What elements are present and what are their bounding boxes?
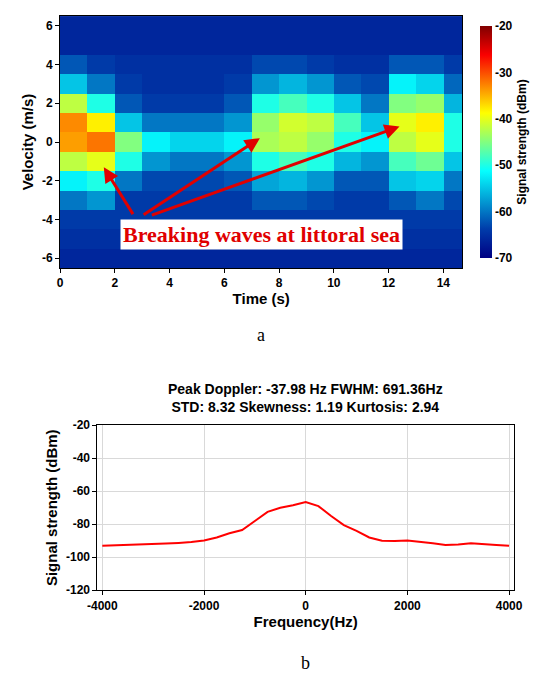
svg-text:12: 12 — [382, 276, 396, 290]
svg-text:0: 0 — [46, 135, 53, 149]
svg-text:-2: -2 — [42, 174, 53, 188]
svg-text:Signal strength (dBm): Signal strength (dBm) — [43, 429, 60, 586]
svg-text:-6: -6 — [42, 251, 53, 265]
svg-text:-60: -60 — [495, 205, 513, 219]
svg-text:a: a — [257, 325, 265, 345]
svg-text:Signal strength (dBm): Signal strength (dBm) — [515, 79, 529, 204]
svg-text:14: 14 — [437, 276, 451, 290]
svg-text:Peak Doppler: -37.98 Hz FWHM:: Peak Doppler: -37.98 Hz FWHM: 691.36HzST… — [168, 381, 443, 415]
svg-text:-100: -100 — [66, 550, 90, 564]
svg-text:-70: -70 — [495, 251, 513, 265]
svg-text:Time (s): Time (s) — [233, 290, 290, 307]
svg-text:-60: -60 — [73, 484, 91, 498]
svg-text:-4000: -4000 — [87, 599, 118, 613]
svg-text:4000: 4000 — [496, 599, 523, 613]
svg-text:-80: -80 — [73, 517, 91, 531]
svg-text:-2000: -2000 — [189, 599, 220, 613]
svg-text:-120: -120 — [66, 583, 90, 597]
svg-text:-20: -20 — [495, 19, 513, 33]
svg-text:-4: -4 — [42, 213, 53, 227]
svg-text:0: 0 — [302, 599, 309, 613]
svg-text:-20: -20 — [73, 418, 91, 432]
svg-text:-50: -50 — [495, 158, 513, 172]
svg-text:-40: -40 — [495, 112, 513, 126]
svg-text:2: 2 — [46, 96, 53, 110]
svg-text:10: 10 — [327, 276, 341, 290]
svg-text:2: 2 — [111, 276, 118, 290]
svg-text:-30: -30 — [495, 66, 513, 80]
svg-text:4: 4 — [46, 58, 53, 72]
svg-text:4: 4 — [166, 276, 173, 290]
svg-text:Velocity (m/s): Velocity (m/s) — [19, 94, 36, 191]
svg-text:6: 6 — [46, 19, 53, 33]
svg-text:0: 0 — [57, 276, 64, 290]
svg-text:Breaking waves at littoral sea: Breaking waves at littoral sea — [123, 222, 400, 247]
svg-text:b: b — [301, 653, 310, 673]
svg-text:Frequency(Hz): Frequency(Hz) — [254, 613, 358, 630]
svg-text:-40: -40 — [73, 451, 91, 465]
svg-text:6: 6 — [221, 276, 228, 290]
svg-text:2000: 2000 — [394, 599, 421, 613]
svg-text:8: 8 — [276, 276, 283, 290]
